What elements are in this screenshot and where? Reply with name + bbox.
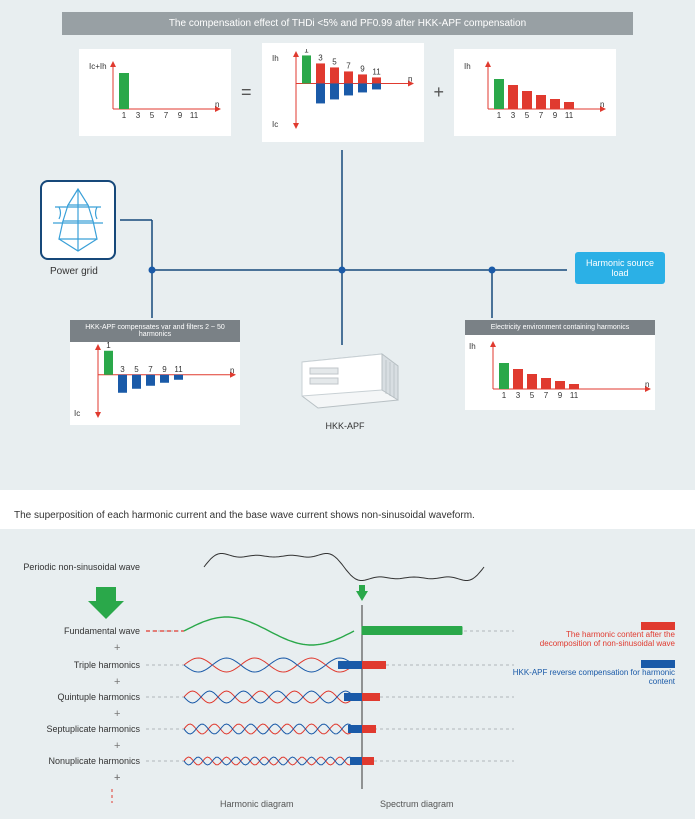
svg-text:Ih: Ih — [469, 342, 476, 351]
svg-text:5: 5 — [134, 365, 139, 374]
sub-right-banner: Electricity environment containing harmo… — [465, 320, 655, 335]
decomposition-panel: Periodic non-sinusoidal wave Fundamental … — [0, 529, 695, 819]
svg-text:5: 5 — [525, 111, 530, 120]
svg-text:Ic: Ic — [272, 120, 278, 129]
svg-text:9: 9 — [553, 111, 558, 120]
svg-text:11: 11 — [372, 67, 381, 76]
svg-text:Fundamental wave: Fundamental wave — [64, 626, 140, 636]
chart-harmonics: Ih n 13579 11 — [454, 49, 616, 136]
svg-text:9: 9 — [360, 64, 365, 73]
svg-text:7: 7 — [164, 111, 169, 120]
svg-text:+: + — [114, 642, 120, 654]
legend-red: The harmonic content after the decomposi… — [525, 621, 675, 648]
legend-blue: HKK-APF reverse compensation for harmoni… — [505, 659, 675, 686]
svg-text:Ic+Ih: Ic+Ih — [89, 62, 107, 71]
svg-text:Ih: Ih — [464, 62, 471, 71]
svg-text:+: + — [114, 676, 120, 688]
svg-text:7: 7 — [544, 391, 549, 400]
svg-text:3: 3 — [516, 391, 521, 400]
svg-text:Nonuplicate harmonics: Nonuplicate harmonics — [48, 756, 140, 766]
legend-red-text: The harmonic content after the decomposi… — [540, 630, 675, 648]
col-spectrum: Spectrum diagram — [380, 799, 454, 809]
col-harmonic: Harmonic diagram — [220, 799, 294, 809]
svg-text:+: + — [114, 740, 120, 752]
svg-text:3: 3 — [136, 111, 141, 120]
svg-text:n: n — [215, 100, 219, 109]
svg-text:5: 5 — [150, 111, 155, 120]
svg-text:5: 5 — [332, 57, 337, 66]
svg-text:1: 1 — [502, 391, 507, 400]
svg-text:9: 9 — [162, 365, 167, 374]
sub-chart-env: Electricity environment containing harmo… — [465, 320, 655, 410]
top-charts-row: Ic+Ihn1357911 = IhIcn1357911 + Ihn135791… — [12, 43, 683, 142]
svg-text:Ih: Ih — [272, 54, 279, 63]
plus-sign: + — [434, 82, 445, 103]
blue-swatch — [641, 660, 675, 668]
svg-text:+: + — [114, 708, 120, 720]
svg-text:9: 9 — [558, 391, 563, 400]
chart-result: Ic+Ih n 13579 11 — [79, 49, 231, 136]
svg-text:n: n — [230, 366, 234, 375]
svg-text:Septuplicate harmonics: Septuplicate harmonics — [46, 724, 140, 734]
power-grid-label: Power grid — [50, 266, 98, 277]
svg-text:Triple harmonics: Triple harmonics — [74, 660, 141, 670]
svg-text:7: 7 — [539, 111, 544, 120]
svg-text:Quintuple harmonics: Quintuple harmonics — [57, 692, 140, 702]
svg-text:Periodic non-sinusoidal wave: Periodic non-sinusoidal wave — [23, 562, 140, 572]
svg-text:11: 11 — [174, 365, 183, 374]
svg-text:5: 5 — [530, 391, 535, 400]
svg-text:1: 1 — [122, 111, 127, 120]
sub-chart-apf: HKK-APF compensates var and filters 2 ~ … — [70, 320, 240, 425]
apf-device: HKK-APF — [290, 350, 400, 431]
svg-text:11: 11 — [190, 111, 199, 120]
svg-text:9: 9 — [178, 111, 183, 120]
svg-text:n: n — [645, 380, 649, 389]
panel1-title: The compensation effect of THDi <5% and … — [62, 12, 633, 35]
svg-text:7: 7 — [346, 61, 351, 70]
compensation-panel: The compensation effect of THDi <5% and … — [0, 0, 695, 490]
caption: The superposition of each harmonic curre… — [14, 510, 695, 521]
equals-sign: = — [241, 82, 252, 103]
apf-label: HKK-APF — [290, 421, 400, 431]
svg-text:+: + — [114, 772, 120, 784]
svg-text:1: 1 — [106, 342, 111, 350]
svg-text:11: 11 — [570, 391, 579, 400]
svg-text:Ic: Ic — [74, 409, 80, 418]
chart-middle: Ih Ic n 1 3579 11 — [262, 43, 424, 142]
svg-text:1: 1 — [304, 49, 309, 54]
svg-text:n: n — [600, 100, 604, 109]
harmonic-load-box: Harmonic source load — [575, 252, 665, 284]
svg-text:1: 1 — [497, 111, 502, 120]
power-grid-icon — [40, 180, 116, 260]
svg-text:7: 7 — [148, 365, 153, 374]
svg-text:3: 3 — [318, 53, 323, 62]
sub-left-banner: HKK-APF compensates var and filters 2 ~ … — [70, 320, 240, 342]
svg-text:3: 3 — [511, 111, 516, 120]
red-swatch — [641, 622, 675, 630]
legend-blue-text: HKK-APF reverse compensation for harmoni… — [513, 668, 675, 686]
svg-text:3: 3 — [120, 365, 125, 374]
svg-text:n: n — [408, 74, 412, 83]
svg-text:11: 11 — [565, 111, 574, 120]
